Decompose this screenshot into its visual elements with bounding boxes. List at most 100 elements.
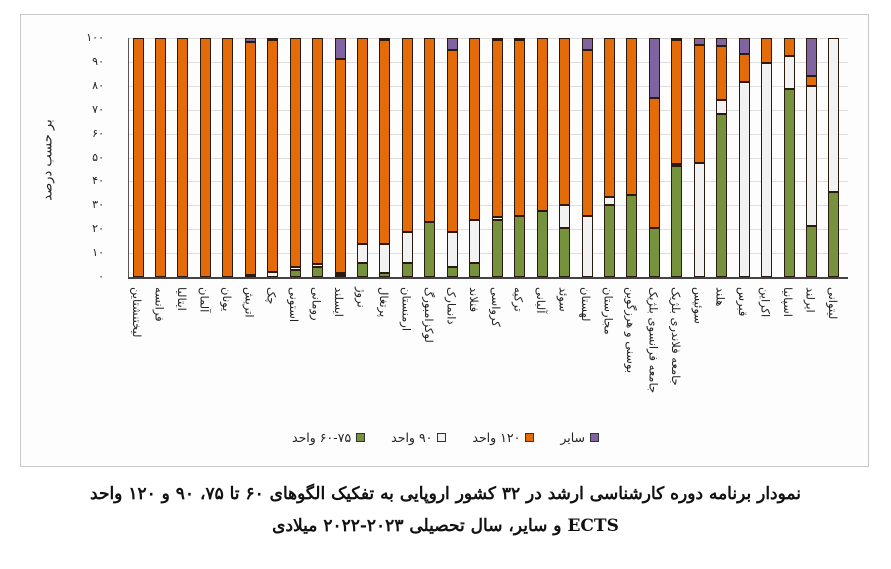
x-tick-label: چک [264, 287, 279, 305]
bar-segment [154, 38, 166, 277]
y-tick-label: ۶۰ [92, 126, 104, 140]
bar-segment [334, 275, 346, 277]
legend-item: ۱۲۰ واحد [472, 430, 535, 445]
bar-stack [648, 38, 660, 277]
bar-stack [806, 38, 817, 277]
y-axis-line [128, 38, 129, 278]
x-tick-label: لیتوانی [825, 287, 840, 320]
bar-segment [446, 231, 458, 268]
bar-segment [603, 38, 615, 197]
bar-segment [716, 46, 728, 101]
bar-segment [806, 85, 817, 226]
legend-swatch-icon [437, 433, 447, 442]
x-tick-label: جامعه فرانسوی بلژیک [646, 287, 661, 394]
bar-segment [514, 38, 526, 40]
x-tick-label: یونان [219, 287, 234, 312]
bar-stack [132, 38, 144, 277]
x-tick-label: سوئیس [691, 287, 706, 324]
bar-segment [177, 38, 189, 277]
x-tick-label: لیختنشتاین [130, 287, 144, 338]
y-axis-label: بر حسب درصد [40, 119, 56, 201]
bar-stack [761, 38, 773, 277]
bar-segment [581, 216, 593, 277]
gridline [128, 253, 848, 255]
bar-segment [267, 40, 279, 273]
bar-segment [671, 166, 683, 277]
bar-segment [648, 228, 660, 277]
x-tick-label: اتریش [242, 287, 257, 318]
gridline [128, 38, 848, 39]
bar-segment [469, 219, 481, 263]
legend-item: ۶۰-۷۵ واحد [292, 430, 366, 445]
gridline [128, 205, 848, 207]
bar-stack [199, 38, 211, 277]
bar-segment [671, 38, 683, 40]
bar-stack [491, 38, 503, 277]
bar-segment [334, 38, 346, 60]
y-tick-label: ۵۰ [92, 150, 104, 164]
gridline [128, 61, 848, 63]
bar-segment [446, 38, 458, 50]
x-tick-label: ارمنستان [399, 287, 414, 332]
bar-segment [469, 262, 481, 277]
bar-stack [401, 38, 413, 277]
bar-segment [379, 273, 391, 277]
bar-segment [716, 114, 728, 277]
bar-segment [603, 196, 615, 206]
gridline [128, 181, 848, 183]
bar-stack [693, 38, 705, 277]
x-tick-label: دانمارک [444, 287, 459, 325]
bar-segment [446, 267, 458, 277]
x-tick-label: فنلاند [466, 287, 481, 313]
y-tick-label: ۳۰ [92, 198, 104, 212]
x-tick-label: ایرلند [803, 287, 818, 313]
bar-segment [199, 38, 211, 277]
x-tick-label: اسپانیا [781, 287, 796, 317]
bar-stack [222, 38, 234, 277]
bar-segment [312, 267, 324, 277]
x-tick-label: جامعه فلاندری بلژیک [668, 287, 683, 386]
bar-stack [783, 38, 795, 277]
bar-segment [424, 38, 436, 223]
x-tick-label: ترکیه [511, 287, 526, 312]
bar-stack [334, 38, 346, 277]
caption-line-2: ECTS و سایر، سال تحصیلی ۲۰۲۳-۲۰۲۲ میلادی [272, 516, 619, 536]
bar-segment [289, 269, 301, 277]
bar-segment [536, 211, 548, 277]
bar-segment [806, 38, 817, 77]
x-tick-label: فرانسه [152, 287, 167, 322]
bar-stack [289, 38, 301, 277]
bar-stack [828, 38, 840, 277]
legend-swatch-icon [356, 433, 366, 442]
bar-segment [267, 38, 279, 41]
bar-segment [132, 38, 144, 277]
bar-segment [446, 49, 458, 232]
x-tick-label: نروژ [354, 287, 369, 308]
bar-segment [357, 262, 368, 277]
y-tick-label: ۰ [98, 270, 104, 283]
bar-segment [761, 63, 773, 277]
bar-segment [424, 222, 436, 277]
bar-segment [401, 262, 413, 277]
bar-segment [491, 40, 503, 218]
x-axis-line [128, 277, 848, 279]
bar-segment [806, 225, 817, 277]
legend-swatch-icon [525, 433, 535, 442]
bar-stack [379, 38, 391, 277]
bar-segment [738, 38, 750, 54]
bar-segment [626, 38, 638, 195]
y-tick-label: ۸۰ [92, 78, 104, 92]
x-tick-label: کرواسی [489, 287, 504, 327]
bar-segment [783, 89, 795, 277]
bar-stack [716, 38, 728, 277]
bar-segment [761, 38, 773, 64]
bar-segment [581, 38, 593, 50]
y-tick-label: ۴۰ [92, 174, 104, 188]
bar-segment [626, 194, 638, 277]
bar-segment [648, 97, 660, 229]
bar-segment [222, 38, 234, 277]
gridline [128, 133, 848, 135]
legend-item: ۹۰ واحد [391, 430, 447, 445]
x-tick-label: ایتالیا [174, 287, 189, 311]
bar-stack [626, 38, 638, 277]
